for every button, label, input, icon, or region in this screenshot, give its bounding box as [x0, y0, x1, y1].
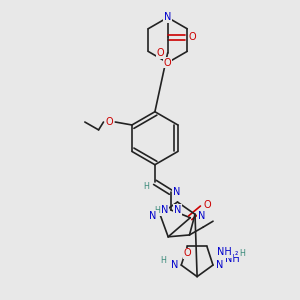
- Text: N: N: [171, 260, 178, 270]
- Text: N: N: [149, 211, 157, 221]
- Text: N: N: [164, 13, 171, 22]
- Text: O: O: [157, 48, 165, 58]
- Text: NH: NH: [225, 254, 240, 264]
- Text: N: N: [173, 187, 180, 197]
- Text: H: H: [154, 206, 160, 215]
- Text: O: O: [203, 200, 211, 210]
- Text: N: N: [161, 205, 168, 215]
- Text: ₂: ₂: [235, 248, 238, 256]
- Text: H: H: [143, 182, 149, 191]
- Text: N: N: [216, 260, 224, 270]
- Text: H: H: [160, 256, 166, 265]
- Text: N: N: [174, 205, 181, 215]
- Text: O: O: [106, 117, 113, 127]
- Text: NH: NH: [217, 247, 232, 257]
- Text: O: O: [188, 32, 196, 42]
- Text: N: N: [198, 211, 206, 221]
- Text: O: O: [184, 248, 191, 258]
- Text: H: H: [239, 249, 245, 258]
- Text: O: O: [164, 58, 172, 68]
